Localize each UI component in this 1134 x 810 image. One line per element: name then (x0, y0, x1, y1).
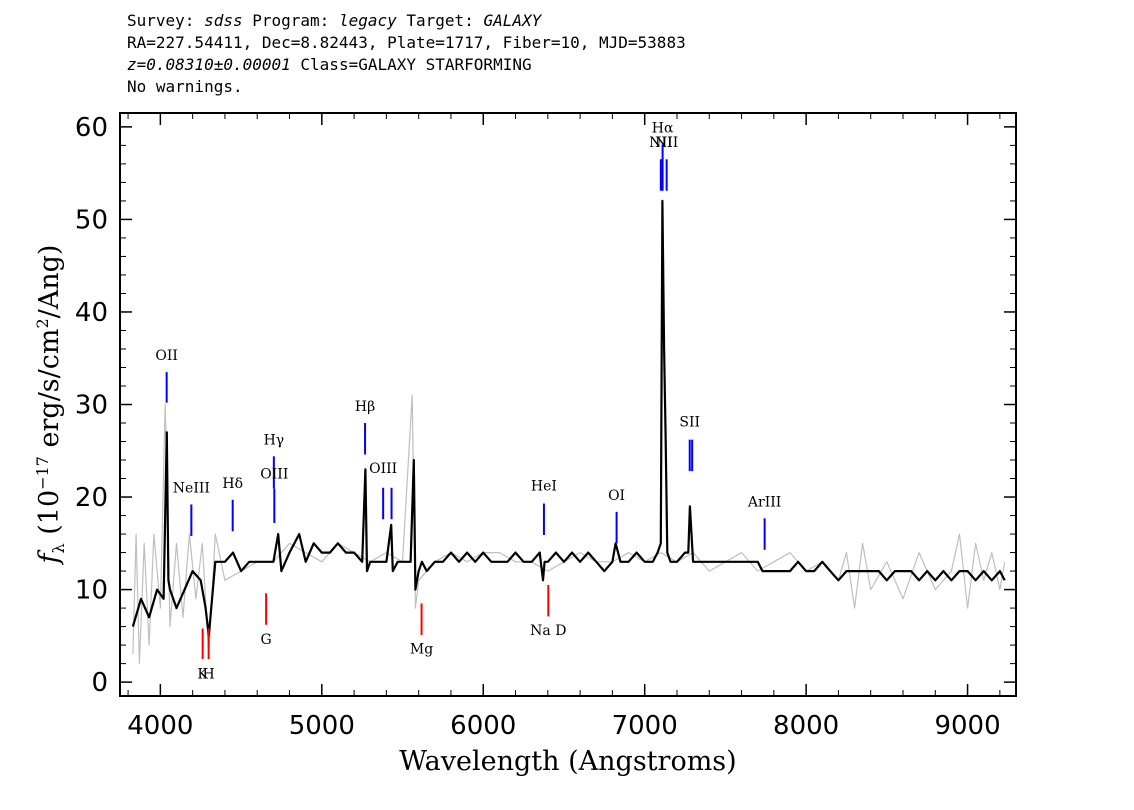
survey-label: Survey: (127, 11, 195, 30)
x-tick-label: 5000 (289, 711, 355, 741)
flux-spectrum-line (131, 199, 1006, 637)
y-tick-label: 50 (75, 205, 108, 235)
absorption-line-label: Mg (410, 641, 433, 657)
emission-line-label: NII (649, 135, 672, 151)
emission-line-label: Hδ (222, 476, 243, 492)
redshift-value: z=0.08310±0.00001 (127, 55, 291, 74)
emission-line-label: OIII (260, 467, 288, 483)
header-survey-line: Survey: sdss Program: legacy Target: GAL… (127, 10, 686, 32)
x-tick-label: 7000 (612, 711, 678, 741)
x-tick-label: 9000 (934, 711, 1000, 741)
emission-line-label: ArIII (747, 494, 781, 510)
header-warnings: No warnings. (127, 77, 243, 96)
absorption-line-label: G (261, 632, 272, 648)
emission-line-label: Hβ (355, 399, 375, 415)
class-value: Class=GALAXY STARFORMING (300, 55, 532, 74)
plot-frame (119, 112, 1017, 697)
header-class-line: z=0.08310±0.00001 Class=GALAXY STARFORMI… (127, 54, 686, 76)
program-label: Program: (252, 11, 330, 30)
x-tick-label: 8000 (773, 711, 839, 741)
y-tick-label: 10 (75, 576, 108, 606)
y-tick-label: 40 (75, 298, 108, 328)
program-value: legacy (338, 11, 397, 30)
y-tick-label: 60 (75, 113, 108, 143)
y-tick-label: 20 (75, 483, 108, 513)
x-axis-title: Wavelength (Angstroms) (399, 746, 736, 777)
emission-line-label: OII (155, 348, 178, 364)
emission-line-label: NII (655, 135, 678, 151)
spectrum-header: Survey: sdss Program: legacy Target: GAL… (127, 10, 686, 98)
survey-value: sdss (204, 11, 243, 30)
emission-line-label: OI (608, 488, 625, 504)
emission-line-label: HeI (531, 479, 557, 495)
target-label: Target: (406, 11, 474, 30)
emission-line-label: OIII (369, 461, 397, 477)
series-layer (131, 199, 1006, 665)
x-tick-label: 6000 (450, 711, 516, 741)
y-axis-title: fλ (10−17 erg/s/cm2/Ang) (33, 245, 68, 566)
absorption-line-label: Na D (530, 623, 566, 639)
header-coords-line: RA=227.54411, Dec=8.82443, Plate=1717, F… (127, 33, 686, 52)
emission-line-label: SII (679, 415, 700, 431)
x-tick-label: 4000 (127, 711, 193, 741)
error-spectrum-line (132, 394, 1006, 665)
emission-line-label: NeIII (173, 480, 210, 496)
ticks-layer: 4000 5000 6000 7000 8000 9000 0 10 20 30 40 50 60 (75, 113, 1016, 741)
target-value: GALAXY (483, 11, 542, 30)
y-tick-label: 0 (91, 668, 108, 698)
emission-line-label: Hα (652, 120, 674, 136)
absorption-line-label: K (197, 666, 208, 682)
absorption-line-label: H (203, 666, 215, 682)
emission-line-label: Hγ (264, 432, 285, 448)
y-tick-label: 30 (75, 391, 108, 421)
